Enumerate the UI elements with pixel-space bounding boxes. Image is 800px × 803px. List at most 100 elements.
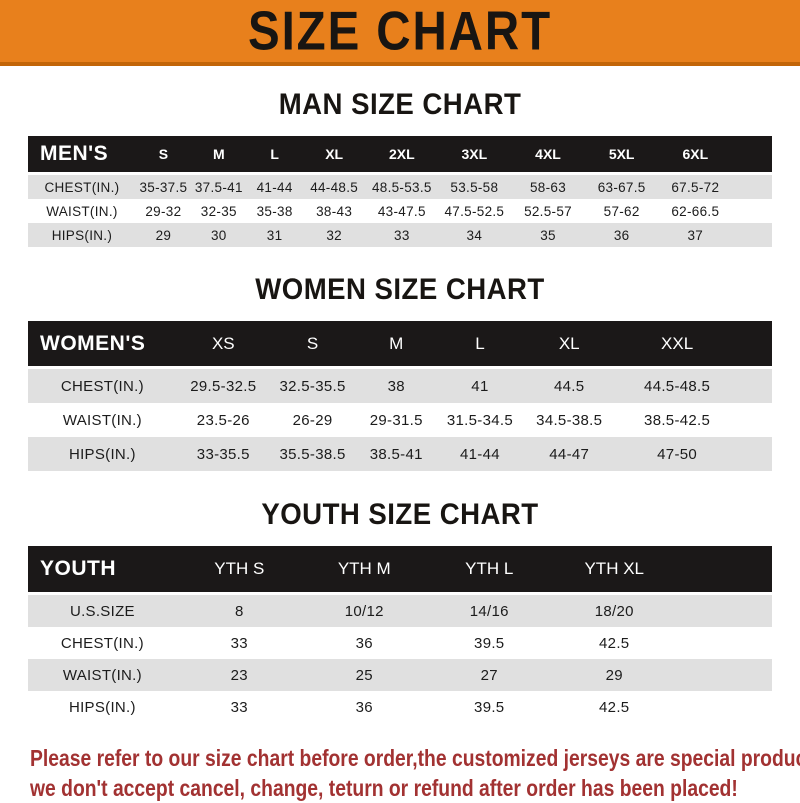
size-value: 34 xyxy=(466,227,483,243)
table-row: WAIST(IN.) 23.5-26 26-29 29-31.5 31.5-34.5 34… xyxy=(28,403,772,437)
col-header: 6XL xyxy=(658,136,733,175)
table-row: WAIST(IN.) 23 25 27 29 xyxy=(28,659,772,691)
footer-notice: Please refer to our size chart before or… xyxy=(0,743,800,803)
size-value: 29-32 xyxy=(145,203,182,219)
men-corner-label: MEN'S xyxy=(28,136,136,175)
size-value: 67.5-72 xyxy=(671,179,720,195)
size-value: 42.5 xyxy=(599,634,630,652)
size-header-row: WOMEN'S XS S M L XL XXL xyxy=(28,321,772,369)
size-value: 27 xyxy=(480,666,498,684)
col-header: S xyxy=(135,136,191,175)
size-value: 23.5-26 xyxy=(196,411,250,429)
table-row: U.S.SIZE 8 10/12 14/16 18/20 xyxy=(28,593,772,628)
size-value: 33 xyxy=(394,227,410,243)
row-label: HIPS(IN.) xyxy=(68,445,136,463)
size-value: 39.5 xyxy=(474,698,505,716)
size-value: 23 xyxy=(230,666,248,684)
col-header: XL xyxy=(522,321,616,369)
size-value: 35-38 xyxy=(256,203,293,219)
col-header: XXL xyxy=(615,321,739,369)
filler-cell xyxy=(733,174,773,200)
table-row: WAIST(IN.) 29-32 32-35 35-38 38-43 43-47.5 47.… xyxy=(28,199,772,223)
size-value: 32 xyxy=(326,227,342,243)
notice-line-2: we don't accept cancel, change, teturn o… xyxy=(30,775,738,801)
table-row: CHEST(IN.) 29.5-32.5 32.5-35.5 38 41 44.5 44.5… xyxy=(28,367,772,403)
size-value: 44-47 xyxy=(549,445,590,463)
col-header: YTH XL xyxy=(551,546,677,595)
size-value: 41-44 xyxy=(256,179,293,195)
filler-cell xyxy=(738,403,772,437)
size-value: 47-50 xyxy=(657,445,698,463)
size-value: 63-67.5 xyxy=(597,179,646,195)
col-header: XL xyxy=(302,136,366,175)
size-value: 37.5-41 xyxy=(194,179,243,195)
col-header: 4XL xyxy=(510,136,586,175)
size-value: 44.5 xyxy=(554,377,585,395)
section-women: WOMEN SIZE CHART WOMEN'S XS S M L XL XXL CHEST(I… xyxy=(0,273,800,471)
filler-cell xyxy=(738,437,772,471)
filler-cell xyxy=(738,321,772,369)
col-header: M xyxy=(355,321,438,369)
section-title-men: MAN SIZE CHART xyxy=(278,88,522,121)
size-value: 44.5-48.5 xyxy=(644,377,711,395)
table-row: HIPS(IN.) 33 36 39.5 42.5 xyxy=(28,691,772,723)
row-label: CHEST(IN.) xyxy=(60,377,144,395)
col-header: S xyxy=(269,321,356,369)
size-value: 38 xyxy=(387,377,405,395)
size-value: 25 xyxy=(355,666,373,684)
size-value: 29.5-32.5 xyxy=(190,377,257,395)
size-header-row: YOUTH YTH S YTH M YTH L YTH XL xyxy=(28,546,772,595)
size-value: 38.5-42.5 xyxy=(644,411,711,429)
section-title-women: WOMEN SIZE CHART xyxy=(255,273,545,306)
size-value: 33 xyxy=(230,698,248,716)
col-header: YTH S xyxy=(176,546,302,595)
size-value: 52.5-57 xyxy=(524,203,572,219)
size-value: 47.5-52.5 xyxy=(444,203,505,219)
size-value: 8 xyxy=(234,602,244,620)
size-value: 58-63 xyxy=(529,179,567,195)
row-label: CHEST(IN.) xyxy=(44,179,120,195)
size-value: 26-29 xyxy=(292,411,333,429)
filler-cell xyxy=(733,223,773,247)
table-row: CHEST(IN.) 33 36 39.5 42.5 xyxy=(28,627,772,659)
size-value: 29 xyxy=(155,227,172,243)
col-header: YTH M xyxy=(301,546,427,595)
size-value: 43-47.5 xyxy=(377,203,426,219)
size-value: 38.5-41 xyxy=(369,445,423,463)
banner: SIZE CHART xyxy=(0,0,800,66)
size-value: 37 xyxy=(687,227,704,243)
table-row: HIPS(IN.) 33-35.5 35.5-38.5 38.5-41 41-44 44-… xyxy=(28,437,772,471)
col-header: 5XL xyxy=(585,136,659,175)
size-value: 57-62 xyxy=(603,203,640,219)
size-value: 29 xyxy=(605,666,623,684)
table-row: HIPS(IN.) 29 30 31 32 33 34 35 36 37 xyxy=(28,223,772,247)
size-value: 32.5-35.5 xyxy=(279,377,346,395)
size-value: 44-48.5 xyxy=(310,179,359,195)
col-header: L xyxy=(437,321,523,369)
size-value: 33 xyxy=(230,634,248,652)
size-value: 35.5-38.5 xyxy=(279,445,346,463)
row-label: WAIST(IN.) xyxy=(62,666,142,684)
men-size-table: MEN'S S M L XL 2XL 3XL 4XL 5XL 6XL CHEST(IN.) 35-37… xyxy=(28,136,772,247)
size-value: 29-31.5 xyxy=(369,411,423,429)
size-value: 41 xyxy=(471,377,489,395)
size-value: 14/16 xyxy=(469,602,509,620)
youth-size-table: YOUTH YTH S YTH M YTH L YTH XL U.S.SIZE 8 10/12… xyxy=(28,546,772,723)
col-header: XS xyxy=(176,321,270,369)
sections-container: MAN SIZE CHART MEN'S S M L XL 2XL 3XL 4XL 5XL 6XL C… xyxy=(0,88,800,723)
size-value: 30 xyxy=(211,227,227,243)
notice-line-1: Please refer to our size chart before or… xyxy=(30,745,800,771)
size-value: 36 xyxy=(355,698,373,716)
women-corner-label: WOMEN'S xyxy=(28,321,177,369)
filler-cell xyxy=(677,594,772,628)
size-value: 41-44 xyxy=(460,445,500,463)
size-value: 38-43 xyxy=(316,203,353,219)
filler-cell xyxy=(677,627,772,659)
size-value: 53.5-58 xyxy=(450,179,499,195)
women-size-table: WOMEN'S XS S M L XL XXL CHEST(IN.) 29.5-32.5 32.5… xyxy=(28,321,772,471)
filler-cell xyxy=(677,691,772,723)
table-row: CHEST(IN.) 35-37.5 37.5-41 41-44 44-48.5 48.5… xyxy=(28,173,773,200)
filler-cell xyxy=(677,659,772,691)
size-value: 31.5-34.5 xyxy=(446,411,513,429)
